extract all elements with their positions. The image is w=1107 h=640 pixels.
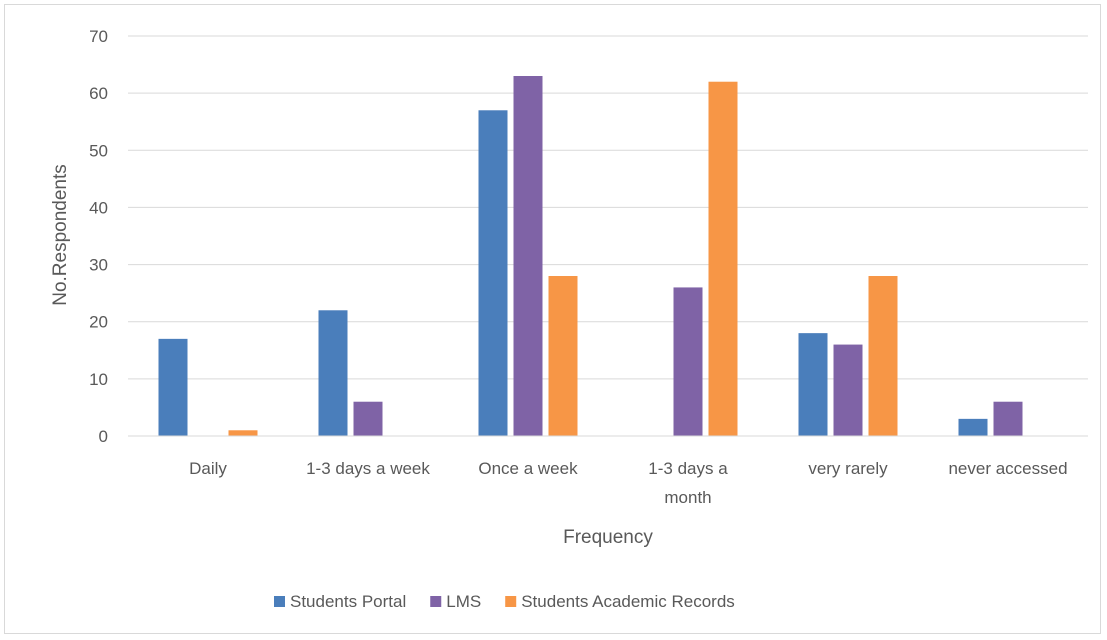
bar-students-portal bbox=[798, 333, 828, 436]
x-tick-label: Daily bbox=[189, 459, 227, 478]
y-axis-title: No.Respondents bbox=[50, 164, 71, 306]
bar-lms bbox=[993, 401, 1023, 436]
y-tick-label: 30 bbox=[89, 256, 108, 275]
bar-students-portal bbox=[958, 418, 988, 436]
x-tick-label: never accessed bbox=[948, 459, 1067, 478]
bar-students-academic-records bbox=[228, 430, 258, 436]
bar-students-portal bbox=[478, 110, 508, 437]
y-tick-label: 50 bbox=[89, 141, 108, 160]
x-axis-title: Frequency bbox=[563, 527, 653, 548]
bar-students-portal bbox=[318, 310, 348, 436]
bar-lms bbox=[353, 401, 383, 436]
bar-lms bbox=[673, 287, 703, 436]
legend: Students Portal LMS Students Academic Reco… bbox=[274, 592, 735, 611]
y-tick-label: 10 bbox=[89, 370, 108, 389]
bar-students-academic-records bbox=[708, 81, 738, 436]
bar-students-academic-records bbox=[868, 276, 898, 436]
y-tick-label: 60 bbox=[89, 84, 108, 103]
legend-swatch bbox=[430, 596, 442, 607]
x-tick-label: month bbox=[664, 488, 711, 507]
x-tick-label: 1-3 days a bbox=[648, 459, 728, 478]
y-tick-label: 40 bbox=[89, 198, 108, 217]
legend-swatch bbox=[505, 596, 517, 607]
bar-students-portal bbox=[158, 338, 188, 436]
bars bbox=[158, 76, 1023, 437]
y-tick-label: 20 bbox=[89, 313, 108, 332]
legend-label: LMS bbox=[446, 592, 481, 611]
bar-lms bbox=[833, 344, 863, 436]
x-tick-label: very rarely bbox=[808, 459, 888, 478]
legend-label: Students Portal bbox=[290, 592, 406, 611]
x-tick-labels: Daily 1-3 days a week Once a week 1-3 days … bbox=[189, 459, 1067, 507]
y-tick-labels: 0 10 20 30 40 50 60 70 bbox=[89, 27, 108, 446]
gridlines bbox=[128, 35, 1088, 380]
legend-swatch bbox=[274, 596, 285, 607]
y-tick-label: 0 bbox=[99, 427, 108, 446]
bar-students-academic-records bbox=[548, 276, 578, 436]
y-tick-label: 70 bbox=[89, 27, 108, 46]
bar-lms bbox=[513, 76, 543, 436]
legend-label: Students Academic Records bbox=[521, 592, 735, 611]
x-tick-label: Once a week bbox=[478, 459, 578, 478]
x-tick-label: 1-3 days a week bbox=[306, 459, 430, 478]
